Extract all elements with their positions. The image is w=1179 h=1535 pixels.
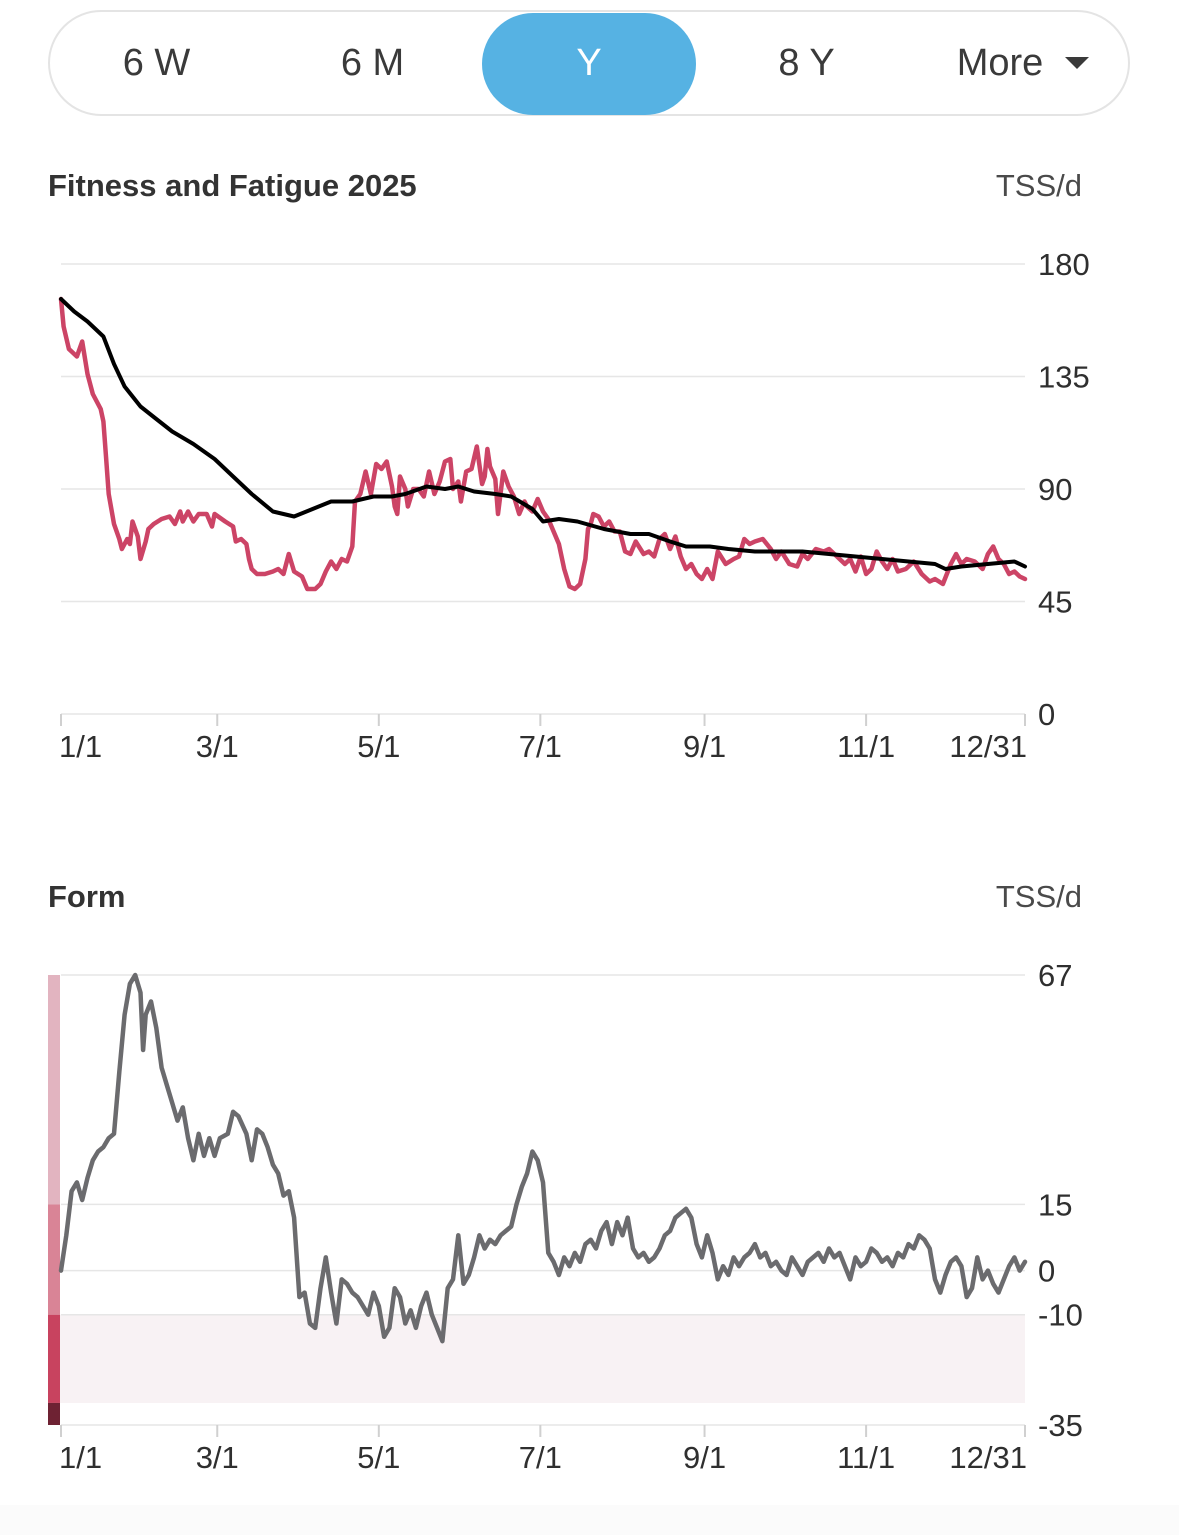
negative-form-band bbox=[59, 1314, 1025, 1403]
y-tick-label: 0 bbox=[1038, 1254, 1055, 1289]
x-tick-label: 12/31 bbox=[949, 729, 1027, 764]
x-tick-label: 12/31 bbox=[949, 1440, 1027, 1475]
form-title: Form bbox=[48, 879, 126, 914]
x-tick-label: 11/1 bbox=[837, 729, 895, 764]
x-tick-label: 11/1 bbox=[837, 1440, 895, 1475]
x-tick-label: 9/1 bbox=[683, 1440, 726, 1475]
caret-down-icon bbox=[1065, 56, 1090, 69]
form-chart: 67 15 0 -10 -35 1/1 3/1 5/1 7/1 9/1 11/1 12/31 bbox=[48, 958, 1083, 1475]
x-tick-label: 5/1 bbox=[357, 729, 400, 764]
fitness-fatigue-title: Fitness and Fatigue 2025 bbox=[48, 168, 417, 203]
x-tick-label: 3/1 bbox=[196, 729, 239, 764]
range-year-button[interactable]: Y bbox=[482, 13, 696, 115]
y-tick-label: 15 bbox=[1038, 1187, 1072, 1222]
fitness-fatigue-unit: TSS/d bbox=[995, 168, 1082, 203]
x-tick-label: 5/1 bbox=[357, 1440, 400, 1475]
x-tick-label: 7/1 bbox=[519, 1440, 562, 1475]
form-unit: TSS/d bbox=[995, 879, 1082, 914]
range-more-dropdown[interactable]: More bbox=[918, 12, 1128, 114]
x-tick-label: 7/1 bbox=[519, 729, 562, 764]
time-range-selector: 6 W 6 M Y 8 Y More bbox=[48, 10, 1130, 116]
y-tick-label: 180 bbox=[1038, 247, 1090, 282]
fitness-fatigue-chart: 180 135 90 45 0 1/1 3/1 5/1 7/1 9/1 11/1 12/31 bbox=[58, 247, 1090, 764]
bottom-fade bbox=[0, 1505, 1179, 1535]
form-zone-2 bbox=[48, 1314, 60, 1403]
y-tick-label: 67 bbox=[1038, 958, 1072, 993]
y-tick-label: -35 bbox=[1038, 1408, 1083, 1443]
form-zone-0 bbox=[48, 975, 60, 1205]
x-tick-label: 9/1 bbox=[683, 729, 726, 764]
range-6m-button[interactable]: 6 M bbox=[340, 42, 405, 84]
series-fitness-line bbox=[59, 297, 1027, 571]
y-tick-label: -10 bbox=[1038, 1298, 1083, 1333]
x-tick-label: 3/1 bbox=[196, 1440, 239, 1475]
series-fatigue-line bbox=[58, 296, 1028, 592]
x-tick-label: 1/1 bbox=[59, 1440, 102, 1475]
y-tick-label: 135 bbox=[1038, 360, 1090, 395]
range-6w-button[interactable]: 6 W bbox=[122, 42, 191, 84]
y-tick-label: 90 bbox=[1038, 472, 1072, 507]
form-zone-3 bbox=[48, 1402, 60, 1425]
x-tick-label: 1/1 bbox=[59, 729, 102, 764]
more-label: More bbox=[956, 42, 1044, 84]
series-form-line bbox=[58, 972, 1028, 1344]
y-tick-label: 0 bbox=[1038, 697, 1055, 732]
y-tick-label: 45 bbox=[1038, 585, 1072, 620]
range-8y-button[interactable]: 8 Y bbox=[778, 42, 835, 84]
form-zone-1 bbox=[48, 1204, 60, 1315]
